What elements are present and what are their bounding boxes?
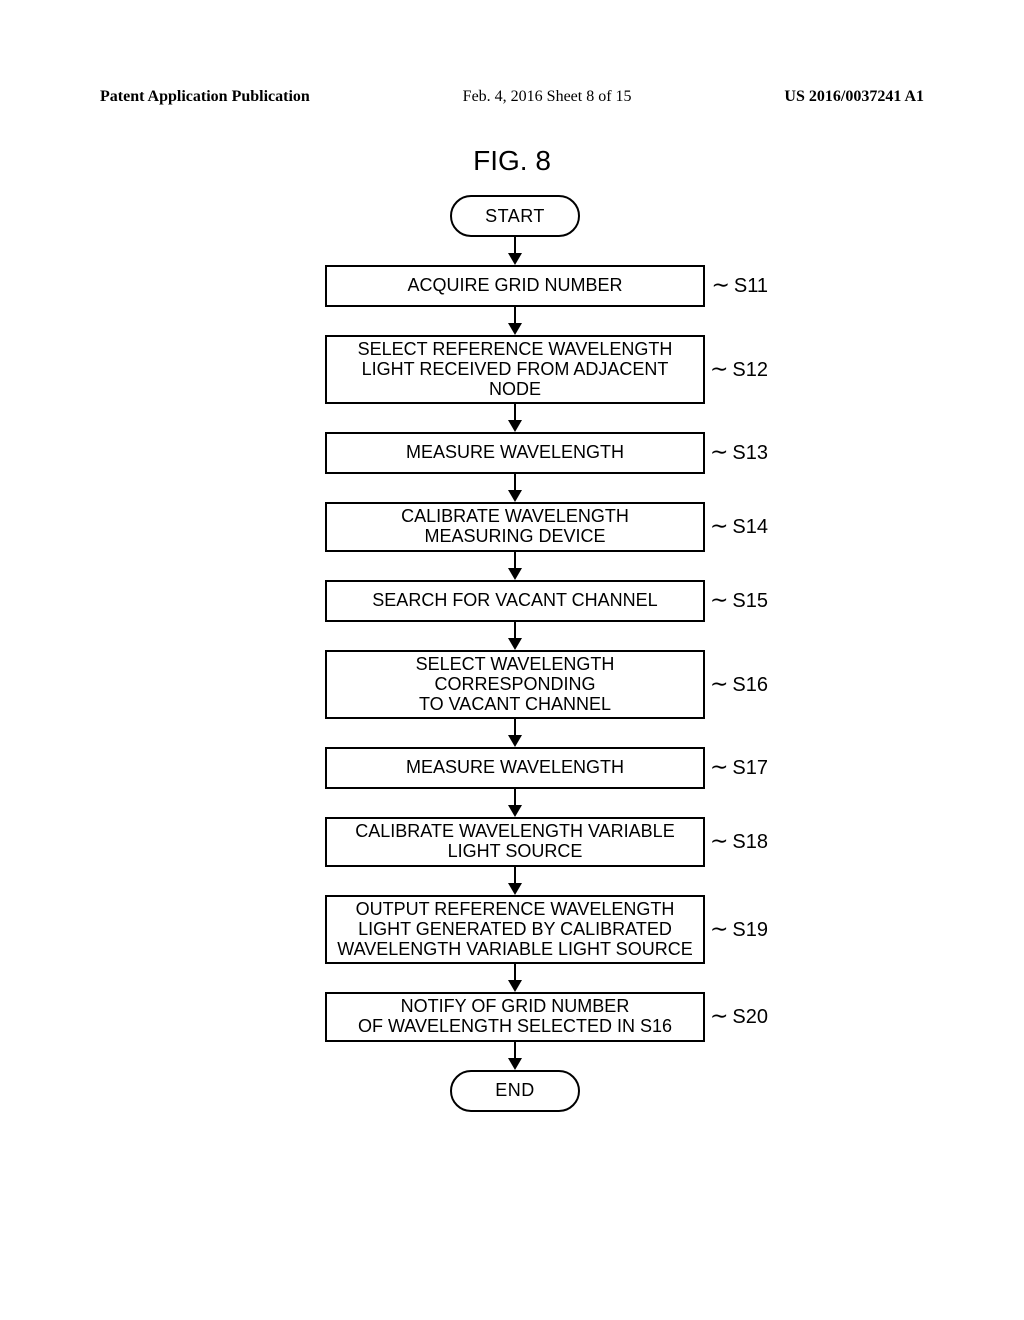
step-label-s20: ∼S20 bbox=[710, 1005, 768, 1029]
step-number: S18 bbox=[732, 831, 768, 853]
connector-line bbox=[514, 307, 516, 323]
arrowhead-icon bbox=[508, 253, 522, 265]
connector-arrow bbox=[514, 964, 516, 992]
step-label-s17: ∼S17 bbox=[710, 756, 768, 780]
connector-arrow bbox=[514, 622, 516, 650]
connector-line bbox=[514, 789, 516, 805]
connector-arrow bbox=[514, 474, 516, 502]
arrowhead-icon bbox=[508, 980, 522, 992]
process-label: SELECT REFERENCE WAVELENGTHLIGHT RECEIVE… bbox=[335, 340, 695, 399]
process-label: OUTPUT REFERENCE WAVELENGTHLIGHT GENERAT… bbox=[337, 900, 692, 959]
process-label: SEARCH FOR VACANT CHANNEL bbox=[372, 591, 657, 611]
process-s11: ACQUIRE GRID NUMBER∼S11 bbox=[325, 265, 705, 307]
flowchart: START ACQUIRE GRID NUMBER∼S11 SELECT REFER… bbox=[280, 195, 750, 1112]
step-label-s19: ∼S19 bbox=[710, 918, 768, 942]
step-label-s16: ∼S16 bbox=[710, 673, 768, 697]
connector-arrow bbox=[514, 237, 516, 265]
step-number: S11 bbox=[734, 275, 768, 297]
step-label-s18: ∼S18 bbox=[710, 830, 768, 854]
tilde-icon: ∼ bbox=[711, 273, 729, 297]
step-label-s15: ∼S15 bbox=[710, 589, 768, 613]
header-center: Feb. 4, 2016 Sheet 8 of 15 bbox=[463, 88, 632, 106]
step-number: S16 bbox=[732, 674, 768, 696]
tilde-icon: ∼ bbox=[710, 357, 728, 381]
connector-arrow bbox=[514, 404, 516, 432]
arrowhead-icon bbox=[508, 420, 522, 432]
step-number: S14 bbox=[732, 516, 768, 538]
connector-line bbox=[514, 964, 516, 980]
step-number: S20 bbox=[732, 1006, 768, 1028]
arrowhead-icon bbox=[508, 735, 522, 747]
process-label: NOTIFY OF GRID NUMBEROF WAVELENGTH SELEC… bbox=[358, 997, 672, 1037]
tilde-icon: ∼ bbox=[710, 1004, 728, 1028]
tilde-icon: ∼ bbox=[710, 917, 728, 941]
connector-arrow bbox=[514, 789, 516, 817]
connector-line bbox=[514, 404, 516, 420]
connector-line bbox=[514, 237, 516, 253]
process-label: ACQUIRE GRID NUMBER bbox=[407, 276, 622, 296]
arrowhead-icon bbox=[508, 323, 522, 335]
process-label: CALIBRATE WAVELENGTHMEASURING DEVICE bbox=[401, 507, 629, 547]
arrowhead-icon bbox=[508, 883, 522, 895]
process-label: CALIBRATE WAVELENGTH VARIABLELIGHT SOURC… bbox=[355, 822, 674, 862]
connector-line bbox=[514, 552, 516, 568]
patent-header: Patent Application Publication Feb. 4, 2… bbox=[0, 88, 1024, 106]
step-number: S15 bbox=[732, 590, 768, 612]
connector-arrow bbox=[514, 552, 516, 580]
process-label: MEASURE WAVELENGTH bbox=[406, 443, 624, 463]
step-label-s13: ∼S13 bbox=[710, 441, 768, 465]
step-number: S19 bbox=[732, 919, 768, 941]
connector-arrow bbox=[514, 1042, 516, 1070]
tilde-icon: ∼ bbox=[710, 755, 728, 779]
step-label-s14: ∼S14 bbox=[710, 515, 768, 539]
figure-title: FIG. 8 bbox=[0, 145, 1024, 177]
process-s19: OUTPUT REFERENCE WAVELENGTHLIGHT GENERAT… bbox=[325, 895, 705, 964]
process-s13: MEASURE WAVELENGTH∼S13 bbox=[325, 432, 705, 474]
step-label-s11: ∼S11 bbox=[711, 274, 768, 298]
connector-line bbox=[514, 474, 516, 490]
tilde-icon: ∼ bbox=[710, 588, 728, 612]
process-s14: CALIBRATE WAVELENGTHMEASURING DEVICE∼S14 bbox=[325, 502, 705, 552]
tilde-icon: ∼ bbox=[710, 829, 728, 853]
step-number: S13 bbox=[732, 442, 768, 464]
process-s18: CALIBRATE WAVELENGTH VARIABLELIGHT SOURC… bbox=[325, 817, 705, 867]
connector-arrow bbox=[514, 867, 516, 895]
process-s20: NOTIFY OF GRID NUMBEROF WAVELENGTH SELEC… bbox=[325, 992, 705, 1042]
arrowhead-icon bbox=[508, 805, 522, 817]
connector-line bbox=[514, 1042, 516, 1058]
arrowhead-icon bbox=[508, 1058, 522, 1070]
connector-arrow bbox=[514, 719, 516, 747]
tilde-icon: ∼ bbox=[710, 672, 728, 696]
tilde-icon: ∼ bbox=[710, 440, 728, 464]
step-number: S12 bbox=[732, 359, 768, 381]
header-left: Patent Application Publication bbox=[100, 88, 310, 106]
connector-arrow bbox=[514, 307, 516, 335]
step-number: S17 bbox=[732, 757, 768, 779]
connector-line bbox=[514, 719, 516, 735]
arrowhead-icon bbox=[508, 638, 522, 650]
end-terminal: END bbox=[450, 1070, 580, 1112]
process-s15: SEARCH FOR VACANT CHANNEL∼S15 bbox=[325, 580, 705, 622]
process-s16: SELECT WAVELENGTH CORRESPONDINGTO VACANT… bbox=[325, 650, 705, 719]
process-label: SELECT WAVELENGTH CORRESPONDINGTO VACANT… bbox=[335, 655, 695, 714]
process-label: MEASURE WAVELENGTH bbox=[406, 758, 624, 778]
tilde-icon: ∼ bbox=[710, 514, 728, 538]
header-right: US 2016/0037241 A1 bbox=[784, 88, 924, 106]
arrowhead-icon bbox=[508, 490, 522, 502]
arrowhead-icon bbox=[508, 568, 522, 580]
process-s12: SELECT REFERENCE WAVELENGTHLIGHT RECEIVE… bbox=[325, 335, 705, 404]
connector-line bbox=[514, 867, 516, 883]
start-terminal: START bbox=[450, 195, 580, 237]
process-s17: MEASURE WAVELENGTH∼S17 bbox=[325, 747, 705, 789]
step-label-s12: ∼S12 bbox=[710, 358, 768, 382]
connector-line bbox=[514, 622, 516, 638]
